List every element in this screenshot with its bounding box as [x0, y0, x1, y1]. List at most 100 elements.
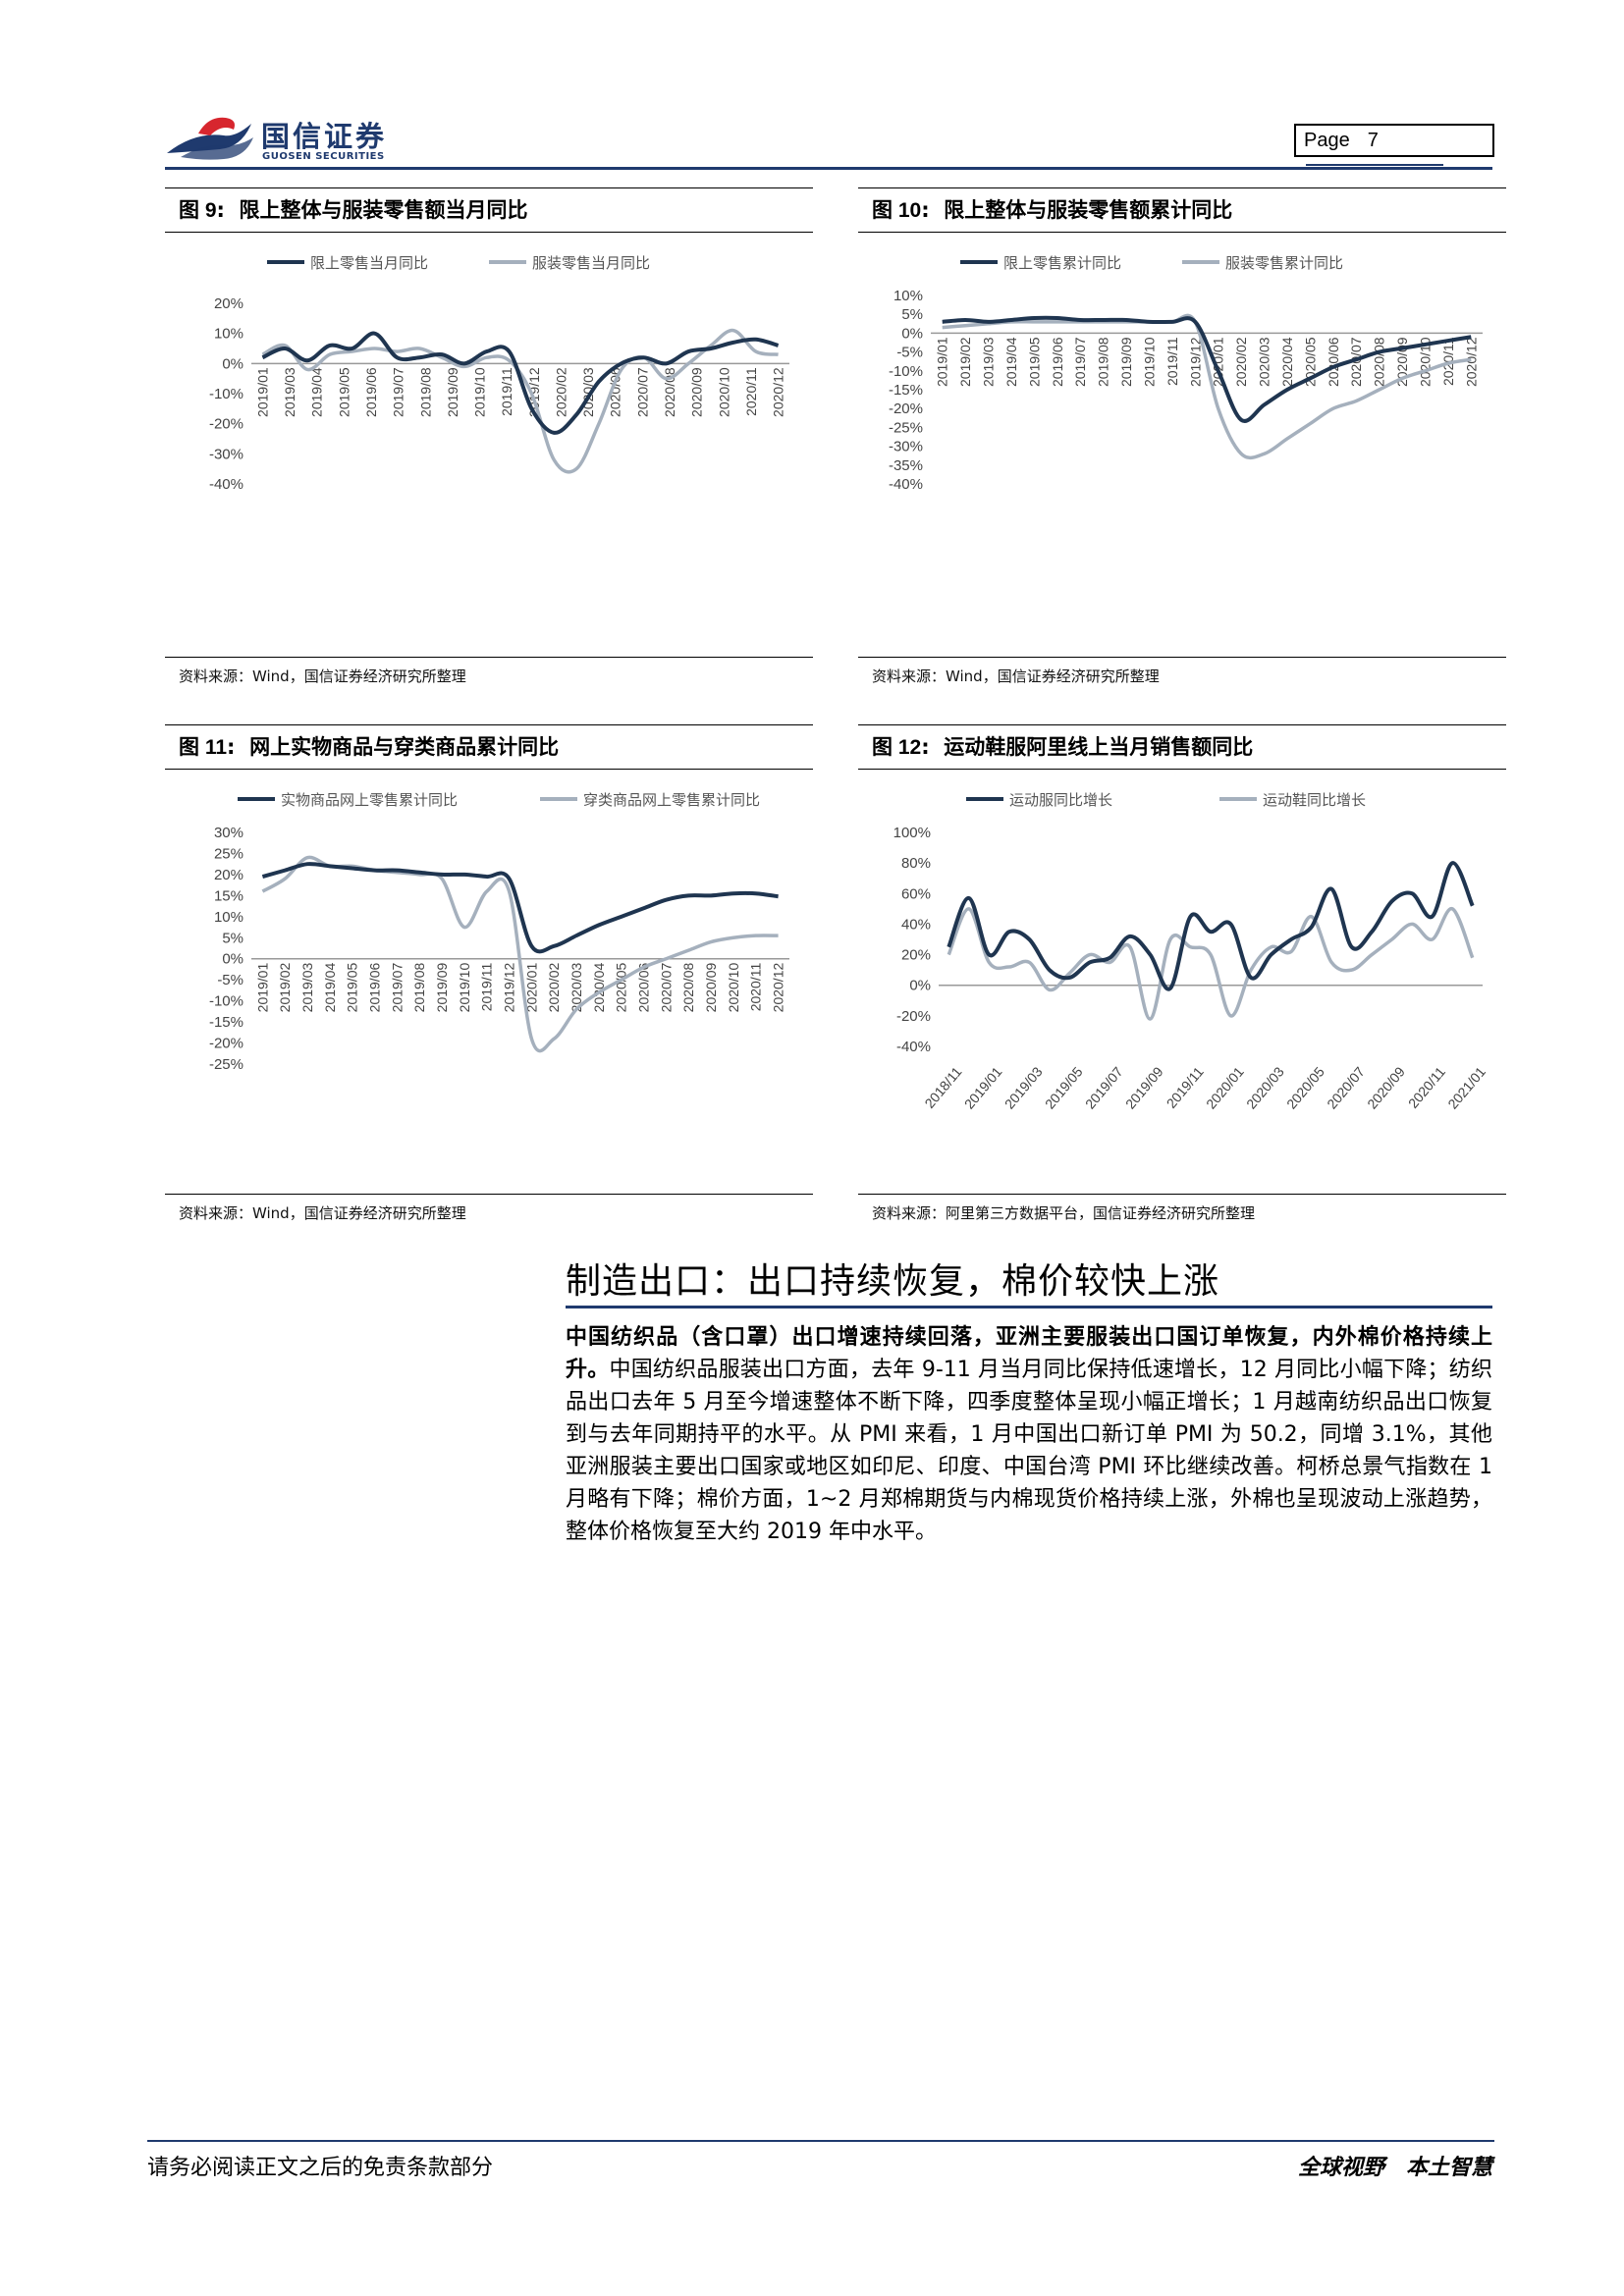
y-tick-label: -10% [889, 363, 923, 380]
x-tick-label: 2019/01 [254, 963, 270, 1013]
footer-rule [147, 2140, 1494, 2142]
x-tick-label: 2019/01 [935, 337, 950, 387]
y-tick-label: 15% [214, 887, 244, 904]
x-tick-label: 2019/09 [445, 367, 460, 417]
series-line [261, 862, 779, 954]
y-tick-label: -20% [896, 1008, 931, 1025]
y-tick-label: -30% [889, 439, 923, 455]
y-tick-label: 5% [901, 306, 923, 323]
y-tick-label: 60% [901, 885, 931, 902]
x-tick-label: 2019/03 [981, 337, 997, 387]
x-tick-label: 2019/04 [322, 963, 338, 1013]
line-chart: 限上零售当月同比 服装零售当月同比 -40% -30% -20% -10% 0% 10% 20%… [165, 233, 813, 657]
x-tick-label: 2019/05 [336, 367, 352, 417]
series-line [942, 313, 1472, 460]
x-tick-label: 2020/12 [771, 963, 786, 1013]
company-slogan: 全球视野 本土智慧 [1297, 2156, 1492, 2180]
y-tick-label: -20% [209, 1036, 244, 1052]
x-tick-label: 2020/08 [1372, 337, 1387, 387]
figure-11: 图 11: 网上实物商品与穿类商品累计同比 实物商品网上零售累计同比 穿类商品网上… [165, 724, 813, 1232]
x-tick-label: 2019/11 [1164, 337, 1180, 386]
x-tick-label: 2019/02 [957, 337, 973, 387]
legend-label: 实物商品网上零售累计同比 [281, 791, 458, 809]
y-tick-label: -20% [209, 416, 244, 433]
x-tick-label: 2019/01 [961, 1063, 1005, 1111]
body-paragraph: 中国纺织品（含口罩）出口增速持续回落，亚洲主要服装出口国订单恢复，内外棉价格持续… [566, 1321, 1492, 1548]
x-tick-label: 2020/03 [1243, 1063, 1287, 1111]
y-tick-label: -10% [209, 386, 244, 402]
legend-label: 运动鞋同比增长 [1263, 791, 1366, 809]
header-rule [165, 167, 1492, 170]
y-tick-label: -40% [209, 476, 244, 493]
x-tick-label: 2020/02 [1233, 337, 1249, 387]
figure-caption: 网上实物商品与穿类商品累计同比 [249, 735, 560, 759]
legend-label: 限上零售累计同比 [1003, 254, 1121, 272]
x-tick-label: 2020/04 [591, 963, 607, 1013]
y-tick-label: 20% [901, 947, 931, 964]
x-tick-label: 2020/04 [1279, 337, 1295, 387]
figure-number: 图 10 [872, 199, 922, 222]
figure-title: 图 10: 限上整体与服装零售额累计同比 [858, 187, 1506, 233]
x-tick-label: 2019/12 [502, 963, 517, 1013]
x-tick-label: 2020/03 [580, 367, 596, 417]
page-label: Page [1304, 130, 1350, 151]
y-tick-label: -5% [217, 972, 244, 988]
y-tick-label: 0% [222, 355, 244, 372]
logo-chinese-name: 国信证券 [261, 120, 388, 153]
x-tick-label: 2020/06 [608, 367, 623, 417]
x-tick-label: 2020/10 [716, 367, 731, 417]
x-tick-label: 2019/07 [391, 367, 406, 417]
legend-label: 服装零售当月同比 [532, 254, 650, 272]
y-tick-label: -30% [209, 446, 244, 462]
x-tick-label: 2020/06 [636, 963, 652, 1013]
y-tick-label: -25% [209, 1056, 244, 1073]
x-tick-label: 2020/11 [1440, 337, 1456, 386]
x-tick-label: 2019/09 [434, 963, 450, 1013]
figure-title: 图 9: 限上整体与服装零售额当月同比 [165, 187, 813, 233]
x-tick-label: 2020/11 [748, 963, 764, 1012]
page-indicator: Page 7 [1294, 124, 1494, 157]
x-tick-label: 2019/05 [1042, 1063, 1086, 1111]
x-tick-label: 2020/11 [1405, 1063, 1448, 1110]
x-tick-label: 2020/08 [680, 963, 696, 1013]
disclaimer-note: 请务必阅读正文之后的免责条款部分 [147, 2156, 494, 2180]
y-tick-label: -5% [896, 345, 923, 361]
figure-source: 资料来源：Wind，国信证券经济研究所整理 [858, 657, 1506, 695]
figure-source: 资料来源：Wind，国信证券经济研究所整理 [165, 1194, 813, 1232]
x-tick-label: 2020/05 [614, 963, 629, 1013]
x-tick-label: 2019/03 [1001, 1063, 1046, 1111]
x-tick-label: 2020/01 [1203, 1063, 1247, 1111]
header-accent-rule [1306, 164, 1443, 166]
y-tick-label: -25% [889, 419, 923, 436]
x-tick-label: 2019/02 [277, 963, 293, 1013]
y-tick-label: -15% [889, 382, 923, 399]
legend-label: 运动服同比增长 [1009, 791, 1112, 809]
y-tick-label: 0% [222, 951, 244, 968]
x-tick-label: 2020/11 [743, 367, 759, 416]
x-tick-label: 2020/06 [1326, 337, 1341, 387]
figure-title: 图 11: 网上实物商品与穿类商品累计同比 [165, 724, 813, 770]
figure-caption: 运动鞋服阿里线上当月销售额同比 [944, 735, 1254, 759]
y-tick-label: 40% [901, 916, 931, 933]
logo-english-name: GUOSEN SECURITIES [262, 151, 385, 162]
x-tick-label: 2020/12 [1463, 337, 1479, 387]
x-tick-label: 2019/08 [1096, 337, 1111, 387]
legend-label: 穿类商品网上零售累计同比 [583, 791, 760, 809]
y-tick-label: -20% [889, 400, 923, 417]
figure-10: 图 10: 限上整体与服装零售额累计同比 限上零售累计同比 服装零售累计同比 -40… [858, 187, 1506, 695]
x-tick-label: 2020/07 [634, 367, 650, 417]
y-tick-label: 10% [214, 909, 244, 926]
x-tick-label: 2019/12 [1187, 337, 1203, 387]
series-line [261, 331, 780, 435]
y-tick-label: 0% [909, 978, 931, 994]
x-tick-label: 2020/03 [568, 963, 584, 1013]
y-tick-label: -40% [889, 476, 923, 493]
x-tick-label: 2019/07 [1082, 1063, 1126, 1111]
x-tick-label: 2020/10 [1417, 337, 1433, 387]
series-line [947, 907, 1475, 1021]
y-tick-label: 25% [214, 845, 244, 862]
brand-logo: 国信证券 GUOSEN SECURITIES [165, 110, 396, 171]
y-tick-label: 10% [214, 326, 244, 343]
line-chart: 限上零售累计同比 服装零售累计同比 -40% -35% -30% -25% -20% -15%… [858, 233, 1506, 657]
x-tick-label: 2019/04 [309, 367, 325, 417]
